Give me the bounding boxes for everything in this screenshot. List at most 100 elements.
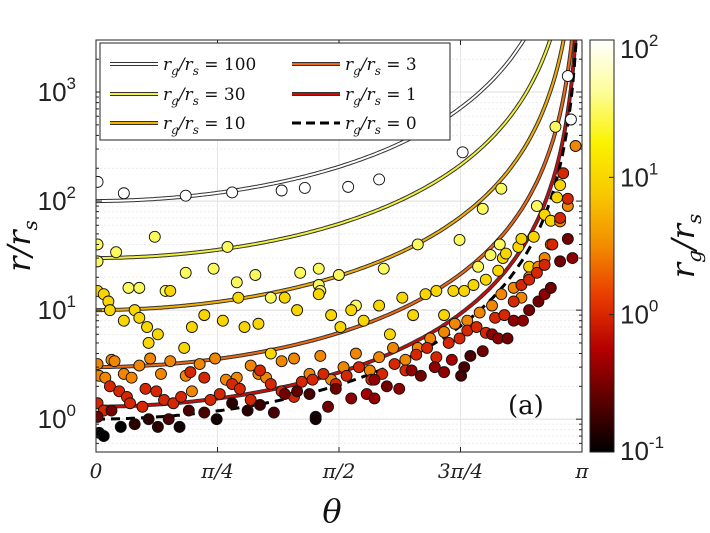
data-point: [164, 284, 177, 297]
data-point: [388, 358, 401, 371]
data-point: [182, 404, 195, 417]
y-axis-ticks: 100 101 102 103: [38, 39, 582, 453]
curve-rg-100: [96, 40, 525, 203]
data-point: [399, 353, 412, 366]
data-point: [221, 240, 234, 253]
data-point: [142, 337, 155, 349]
data-point: [314, 349, 327, 362]
data-point: [117, 187, 130, 200]
legend-label: rg/rs = 1: [345, 85, 417, 108]
x-axis-ticks: 0 π/4 π/2 3π/4 π: [90, 40, 589, 483]
data-point: [216, 314, 229, 327]
data-point: [141, 321, 154, 333]
data-point: [447, 284, 460, 297]
data-point: [244, 359, 257, 372]
data-point: [185, 321, 198, 333]
data-point: [373, 299, 386, 312]
data-point: [345, 392, 358, 405]
data-point: [312, 262, 325, 275]
data-point: [486, 299, 498, 312]
data-point: [198, 309, 211, 322]
data-point: [414, 369, 427, 382]
y-tick-label: 100: [38, 401, 76, 434]
data-point: [458, 284, 471, 297]
data-point: [501, 332, 514, 345]
data-point: [128, 418, 141, 431]
curve-rg-30: [96, 40, 552, 260]
data-point: [527, 230, 540, 243]
data-point: [332, 269, 345, 281]
data-point: [136, 400, 149, 413]
data-point: [430, 284, 443, 297]
data-point: [252, 317, 265, 330]
legend-label: rg/rs = 3: [345, 55, 417, 78]
data-point: [124, 397, 136, 410]
data-point: [405, 364, 418, 377]
data-point: [178, 341, 191, 354]
y-tick-label: 102: [38, 183, 76, 216]
data-point: [467, 279, 480, 291]
data-point: [368, 392, 381, 405]
data-point: [373, 173, 386, 186]
data-point: [476, 345, 489, 358]
data-point: [561, 70, 574, 83]
data-point: [530, 200, 543, 213]
data-point: [254, 364, 266, 377]
data-point: [561, 192, 574, 205]
data-point: [461, 314, 474, 327]
data-point: [249, 269, 262, 281]
data-point: [233, 382, 246, 395]
data-point: [309, 413, 322, 426]
data-point: [105, 404, 118, 417]
legend-label: rg/rs = 0: [345, 114, 417, 137]
data-point: [298, 181, 311, 194]
data-point: [142, 413, 155, 426]
data-point: [103, 380, 116, 393]
data-point: [473, 306, 486, 319]
data-point: [566, 252, 579, 265]
y-tick-label: 103: [38, 74, 76, 107]
data-point: [453, 332, 466, 345]
data-point: [264, 347, 277, 360]
data-point: [554, 255, 567, 268]
data-point: [342, 180, 355, 193]
data-point: [498, 309, 511, 322]
data-point: [438, 366, 451, 379]
data-point: [353, 361, 365, 374]
data-point: [546, 238, 559, 251]
data-point: [275, 355, 288, 368]
data-point: [340, 369, 353, 382]
data-point: [96, 238, 104, 251]
data-point: [117, 314, 130, 327]
data-point: [507, 295, 520, 308]
x-axis-label: θ: [322, 492, 341, 530]
panel-annotation: (a): [508, 391, 544, 421]
data-point: [554, 179, 567, 192]
data-point: [492, 264, 505, 277]
legend-box: [99, 42, 451, 141]
data-point: [438, 326, 451, 338]
data-point: [530, 266, 543, 279]
data-point: [421, 341, 434, 354]
data-point: [322, 400, 334, 413]
colorbar: 10-1 100 101 102 rg/rs: [589, 31, 706, 466]
data-point: [164, 355, 177, 368]
data-point: [410, 348, 423, 361]
data-point: [419, 288, 432, 301]
y-axis-label-text: r/rs: [0, 220, 42, 272]
data-point: [472, 260, 485, 273]
x-tick-label: π/2: [322, 459, 356, 483]
data-point: [357, 314, 370, 327]
data-point: [185, 385, 198, 398]
data-point: [133, 281, 146, 294]
data-point: [209, 352, 222, 365]
data-point: [167, 397, 180, 410]
x-tick-label: π: [574, 459, 589, 483]
data-point: [254, 399, 266, 411]
data-point: [411, 238, 424, 251]
data-point: [179, 189, 192, 202]
data-point: [232, 291, 245, 304]
data-point: [288, 352, 300, 365]
data-point: [278, 388, 291, 400]
